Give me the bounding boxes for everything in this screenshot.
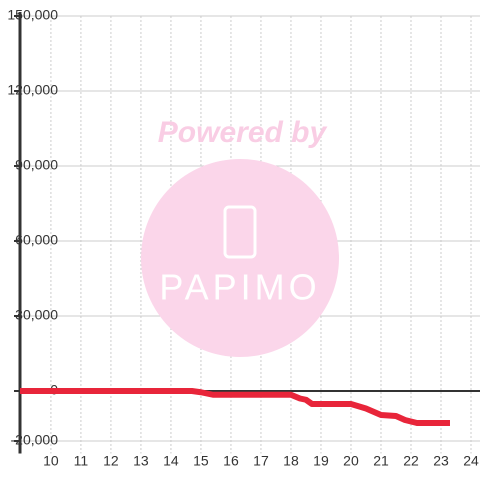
x-tick-label: 17 [253, 453, 269, 469]
x-tick-label: 10 [43, 453, 59, 469]
x-tick-label: 19 [313, 453, 329, 469]
watermark-phone [223, 205, 257, 259]
x-tick-label: 15 [193, 453, 209, 469]
watermark-logo: PAPIMO [159, 267, 320, 308]
y-tick-label: 60,000 [15, 232, 58, 248]
y-tick-label: 90,000 [15, 157, 58, 173]
x-tick-label: 21 [373, 453, 389, 469]
x-tick-label: 14 [163, 453, 179, 469]
x-tick-label: 23 [433, 453, 449, 469]
x-tick-label: 12 [103, 453, 119, 469]
line [20, 388, 450, 426]
x-tick-label: 18 [283, 453, 299, 469]
x-tick-label: 16 [223, 453, 239, 469]
watermark-title: Powered by [158, 116, 328, 149]
x-tick-label: 24 [463, 453, 479, 469]
y-tick-label: 120,000 [7, 82, 58, 98]
x-tick-label: 22 [403, 453, 419, 469]
y-tick-label: 150,000 [7, 7, 58, 23]
x-tick-label: 20 [343, 453, 359, 469]
x-tick-label: 11 [74, 453, 89, 469]
y-tick-label: -20,000 [11, 432, 59, 448]
x-tick-label: 13 [133, 453, 149, 469]
y-tick-label: 30,000 [15, 307, 58, 323]
